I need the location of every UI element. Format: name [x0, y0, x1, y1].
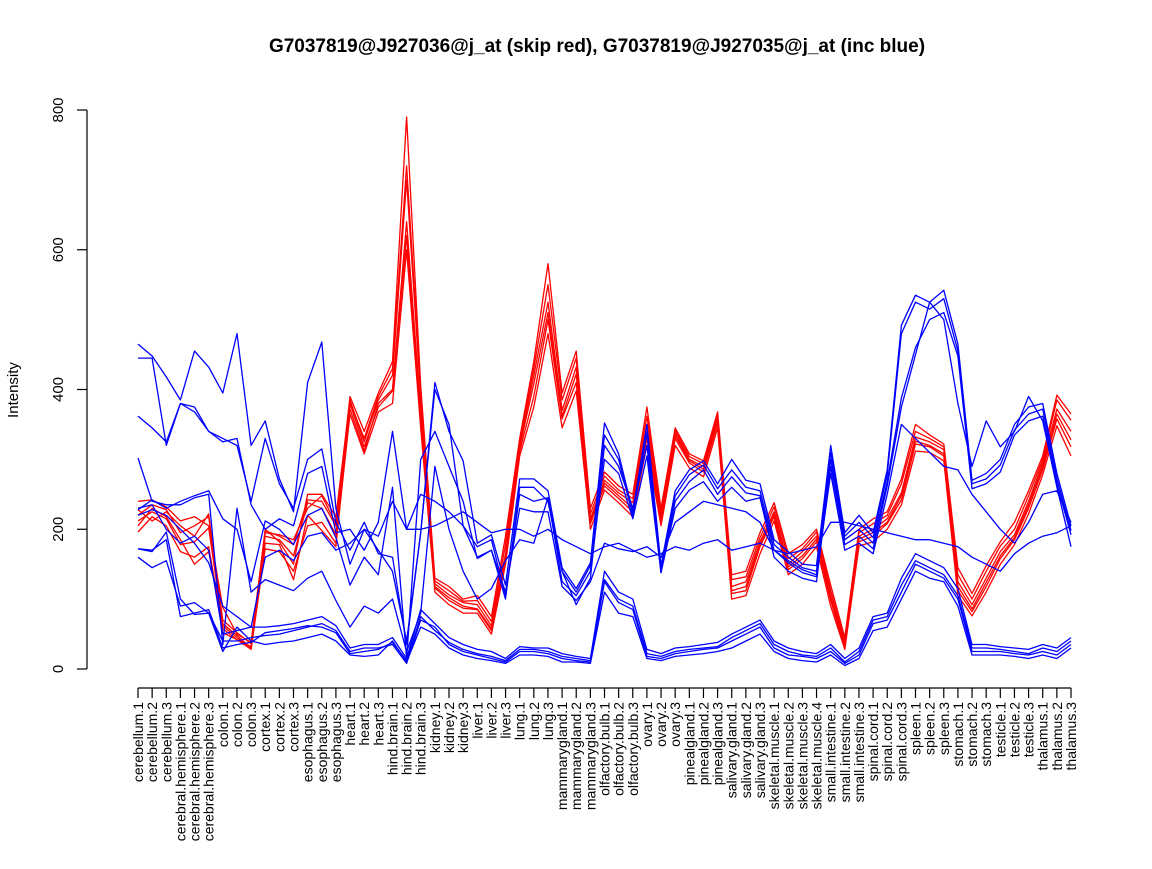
x-tick-label-29: lung.2	[526, 702, 542, 740]
x-tick-label-35: olfactory.bulb.2	[611, 702, 627, 796]
x-tick-label-10: cortex.1	[257, 702, 273, 752]
x-tick-label-43: salivary.gland.1	[724, 702, 740, 798]
x-tick-label-2: cerebellum.2	[144, 702, 160, 782]
x-tick-label-39: ovary.3	[667, 702, 683, 747]
x-tick-label-7: colon.1	[215, 702, 231, 747]
y-tick-label-600: 600	[50, 237, 67, 262]
y-axis: 0 200 400 600 800	[50, 97, 88, 673]
x-tick-label-20: hind.brain.2	[399, 702, 415, 775]
x-tick-label-55: spinal.cord.3	[893, 702, 909, 782]
x-tick-label-50: small.intestine.1	[823, 702, 839, 803]
series-line-1	[137, 116, 1072, 644]
x-tick-label-40: pinealgland.1	[681, 702, 697, 786]
x-axis: cerebellum.1cerebellum.2cerebellum.3cere…	[130, 687, 1079, 842]
x-tick-label-22: kidney.1	[427, 702, 443, 753]
x-tick-label-32: mammarygland.2	[568, 702, 584, 810]
x-tick-label-19: hind.brain.1	[384, 702, 400, 775]
x-tick-label-48: skeletal.muscle.3	[794, 702, 810, 810]
series-line-9	[137, 311, 1072, 597]
x-tick-label-62: testicle.1	[992, 702, 1008, 757]
x-tick-label-44: salivary.gland.2	[738, 702, 754, 798]
series-line-5	[137, 221, 1072, 649]
series-layer	[137, 116, 1072, 667]
x-tick-label-13: esophagus.1	[300, 702, 316, 782]
x-tick-label-49: skeletal.muscle.4	[809, 702, 825, 810]
series-line-10	[137, 301, 1072, 653]
series-line-2	[137, 179, 1072, 648]
y-tick-label-0: 0	[50, 665, 67, 673]
x-tick-label-41: pinealgland.2	[695, 702, 711, 786]
x-tick-label-51: small.intestine.2	[837, 702, 853, 803]
x-tick-label-27: liver.3	[498, 702, 514, 739]
y-tick-label-800: 800	[50, 97, 67, 122]
x-tick-label-16: heart.1	[342, 702, 358, 746]
x-tick-label-67: thalamus.3	[1063, 702, 1079, 771]
x-tick-label-4: cerebral.hemisphere.1	[172, 702, 188, 842]
x-tick-label-6: cerebral.hemisphere.3	[201, 702, 217, 842]
series-line-12	[137, 500, 1072, 628]
x-tick-label-14: esophagus.2	[314, 702, 330, 782]
x-tick-label-45: salivary.gland.3	[752, 702, 768, 798]
x-tick-label-38: ovary.2	[653, 702, 669, 747]
x-tick-label-65: thalamus.1	[1035, 702, 1051, 771]
series-line-13	[137, 531, 1072, 667]
x-tick-label-56: spleen.1	[908, 702, 924, 755]
x-tick-label-64: testicle.3	[1021, 702, 1037, 757]
series-line-11	[137, 423, 1072, 660]
x-tick-label-59: stomach.1	[950, 702, 966, 767]
x-tick-label-3: cerebellum.3	[158, 702, 174, 782]
x-tick-label-12: cortex.3	[286, 702, 302, 752]
x-tick-label-54: spinal.cord.2	[879, 702, 895, 782]
x-tick-label-5: cerebral.hemisphere.2	[187, 702, 203, 842]
x-tick-label-11: cortex.2	[271, 702, 287, 752]
x-tick-label-42: pinealgland.3	[710, 702, 726, 786]
x-tick-label-25: liver.1	[469, 702, 485, 739]
x-tick-label-8: colon.2	[229, 702, 245, 747]
x-tick-label-63: testicle.2	[1006, 702, 1022, 757]
x-tick-label-37: ovary.1	[639, 702, 655, 747]
x-tick-label-53: spinal.cord.1	[865, 702, 881, 782]
x-tick-label-33: mammarygland.3	[582, 702, 598, 810]
x-tick-label-46: skeletal.muscle.1	[766, 702, 782, 810]
x-tick-label-18: heart.3	[370, 702, 386, 746]
x-tick-label-57: spleen.2	[922, 702, 938, 755]
x-tick-label-21: hind.brain.3	[413, 702, 429, 775]
x-tick-label-1: cerebellum.1	[130, 702, 146, 782]
x-tick-label-52: small.intestine.3	[851, 702, 867, 803]
x-tick-label-60: stomach.2	[964, 702, 980, 767]
x-tick-label-58: spleen.3	[936, 702, 952, 755]
x-tick-label-66: thalamus.2	[1049, 702, 1065, 771]
x-tick-label-30: lung.3	[540, 702, 556, 740]
x-tick-label-34: olfactory.bulb.1	[597, 702, 613, 796]
y-tick-label-200: 200	[50, 517, 67, 542]
x-tick-label-24: kidney.3	[455, 702, 471, 753]
x-tick-label-36: olfactory.bulb.3	[625, 702, 641, 796]
series-line-4	[137, 249, 1072, 651]
series-line-16	[137, 504, 1072, 660]
x-tick-label-15: esophagus.3	[328, 702, 344, 782]
x-tick-label-31: mammarygland.1	[554, 702, 570, 810]
series-line-8	[138, 298, 1072, 646]
x-tick-label-61: stomach.3	[978, 702, 994, 767]
chart-title: G7037819@J927036@j_at (skip red), G70378…	[269, 36, 925, 57]
x-tick-label-23: kidney.2	[441, 702, 457, 753]
y-axis-label: Intensity	[5, 362, 22, 418]
x-tick-label-47: skeletal.muscle.2	[780, 702, 796, 810]
x-tick-label-28: lung.1	[512, 702, 528, 740]
series-line-15	[137, 539, 1072, 663]
y-tick-label-400: 400	[50, 377, 67, 402]
series-line-7	[137, 289, 1072, 642]
x-tick-label-9: colon.3	[243, 702, 259, 747]
series-line-3	[137, 235, 1072, 649]
x-tick-label-26: liver.2	[483, 702, 499, 739]
x-tick-label-17: heart.2	[356, 702, 372, 746]
